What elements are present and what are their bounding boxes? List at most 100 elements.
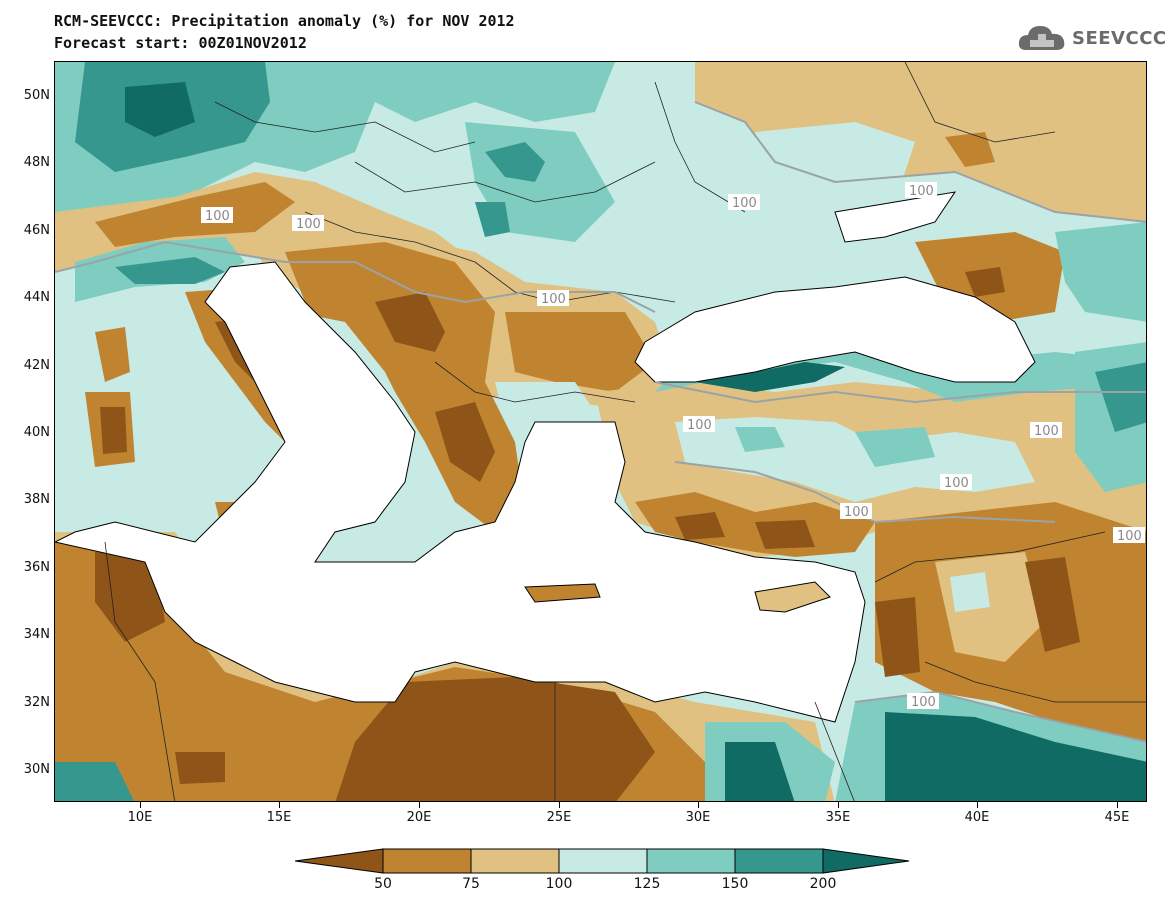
dark-teal-region-armenia <box>1095 362 1146 432</box>
forecast-start-label: Forecast start: 00Z01NOV2012 <box>54 34 307 52</box>
cloud-logo-icon <box>1018 26 1065 50</box>
lat-label-50n: 50N <box>23 88 50 103</box>
colorbar-segment-100-125 <box>558 848 648 874</box>
teal-region-ukraine-east <box>755 122 915 212</box>
contour-label-1: 100 <box>205 209 230 224</box>
lat-label-46n: 46N <box>23 223 50 238</box>
contour-label-6: 100 <box>844 505 869 520</box>
deepest-teal-region-germany <box>125 82 195 137</box>
crete-island <box>525 584 600 602</box>
lat-label-42n: 42N <box>23 358 50 373</box>
azov-coastline <box>834 191 957 243</box>
contour-label-4: 100 <box>687 418 712 433</box>
colorbar-segment-50-75 <box>382 848 472 874</box>
lat-label-32n: 32N <box>23 695 50 710</box>
lon-label-10e: 10E <box>127 810 153 825</box>
sea-of-azov <box>835 192 955 242</box>
teal-region-libya-coast <box>55 762 135 801</box>
contour-label-box-7 <box>1030 422 1062 438</box>
contour-label-box-8 <box>905 182 937 198</box>
lon-label-30e: 30E <box>685 810 711 825</box>
dark-teal-region-arabia <box>885 712 1146 801</box>
dark-brown-region-sardinia <box>100 407 127 454</box>
dark-brown-region-iraq <box>1025 557 1080 652</box>
brown-region-bulgaria <box>505 312 655 392</box>
dark-brown-spot-taurus-2 <box>755 520 815 549</box>
lon-label-20e: 20E <box>406 810 432 825</box>
contour-label-10: 100 <box>911 695 936 710</box>
dark-teal-spot-hungary <box>475 202 510 237</box>
contour-label-box-4 <box>683 416 715 432</box>
dark-brown-spot-taurus-1 <box>675 512 725 540</box>
contour-label-2: 100 <box>296 217 321 232</box>
dark-brown-region-bosnia <box>375 292 445 352</box>
tan-region-ukraine <box>695 62 1146 222</box>
teal-region-poland <box>355 62 615 122</box>
cyprus-outline <box>754 581 831 613</box>
colorbar-segment-gt200 <box>822 848 910 874</box>
contour-label-box-11 <box>1113 527 1145 543</box>
dark-brown-region-tunisia <box>95 552 165 642</box>
lon-label-45e: 45E <box>1104 810 1130 825</box>
colorbar-label-200: 200 <box>809 876 837 892</box>
cyprus-island <box>755 582 830 612</box>
dark-teal-region-sinai <box>725 742 795 801</box>
mediterranean-sea <box>55 262 865 722</box>
lat-label-34n: 34N <box>23 627 50 642</box>
contour-label-3: 100 <box>541 292 566 307</box>
brown-region-corsica <box>95 327 130 382</box>
dark-brown-spot-libya-west <box>175 752 225 784</box>
contour-label-7: 100 <box>1034 424 1059 439</box>
contour-label-box-5 <box>940 474 972 490</box>
contour-label-8: 100 <box>909 184 934 199</box>
lon-label-25e: 25E <box>546 810 572 825</box>
contour-lines-100 <box>55 101 1146 743</box>
contour-label-box-3 <box>537 290 569 306</box>
colorbar <box>295 848 910 874</box>
teal-spot-anatolia-2 <box>855 427 935 467</box>
map-canvas: 100 100 100 100 100 100 100 100 100 100 … <box>55 62 1146 801</box>
lon-label-40e: 40E <box>964 810 990 825</box>
colorbar-label-50: 50 <box>374 876 392 892</box>
colorbar-segment-125-150 <box>646 848 736 874</box>
dark-teal-spot-slovakia <box>485 142 545 182</box>
black-sea <box>635 277 1035 382</box>
colorbar-segment-lt50 <box>295 848 384 874</box>
contour-label-box-6 <box>840 503 872 519</box>
mediterranean-coastline <box>55 261 866 723</box>
lat-label-44n: 44N <box>23 290 50 305</box>
dark-brown-region-lebanon <box>875 597 920 677</box>
lat-label-30n: 30N <box>23 762 50 777</box>
colorbar-label-100: 100 <box>545 876 573 892</box>
dark-teal-band-turkey-coast <box>695 362 845 392</box>
teal-spot-anatolia-1 <box>735 427 785 452</box>
contour-label-box-2 <box>292 215 324 231</box>
brown-band-taurus <box>635 492 875 557</box>
dark-teal-region-po-valley <box>115 257 225 284</box>
logo-text: SEEVCCC <box>1072 28 1165 49</box>
contour-label-5: 100 <box>944 476 969 491</box>
lat-label-38n: 38N <box>23 492 50 507</box>
contour-label-box-10 <box>907 693 939 709</box>
contour-labels: 100 100 100 100 100 100 100 100 100 100 … <box>201 182 1145 710</box>
contour-label-box-9 <box>728 194 760 210</box>
colorbar-label-150: 150 <box>721 876 749 892</box>
colorbar-segment-75-100 <box>470 848 560 874</box>
lat-label-36n: 36N <box>23 560 50 575</box>
contour-label-9: 100 <box>732 196 757 211</box>
precipitation-anomaly-map: 100 100 100 100 100 100 100 100 100 100 … <box>54 61 1147 802</box>
colorbar-label-75: 75 <box>462 876 480 892</box>
dark-brown-spot-caucasus <box>965 267 1005 297</box>
teal-region-aegean-north <box>495 382 595 442</box>
lat-label-48n: 48N <box>23 155 50 170</box>
colorbar-label-125: 125 <box>633 876 661 892</box>
black-sea-coastline <box>634 276 1036 383</box>
crete-outline <box>524 583 601 603</box>
teal-spot-syria <box>950 572 990 612</box>
brown-spot-russia <box>945 132 995 167</box>
colorbar-segment-150-200 <box>734 848 824 874</box>
dark-brown-region-libya <box>335 677 655 801</box>
teal-region-caucasus-east <box>1055 222 1146 322</box>
lon-label-15e: 15E <box>266 810 292 825</box>
contour-label-box-1 <box>201 207 233 223</box>
